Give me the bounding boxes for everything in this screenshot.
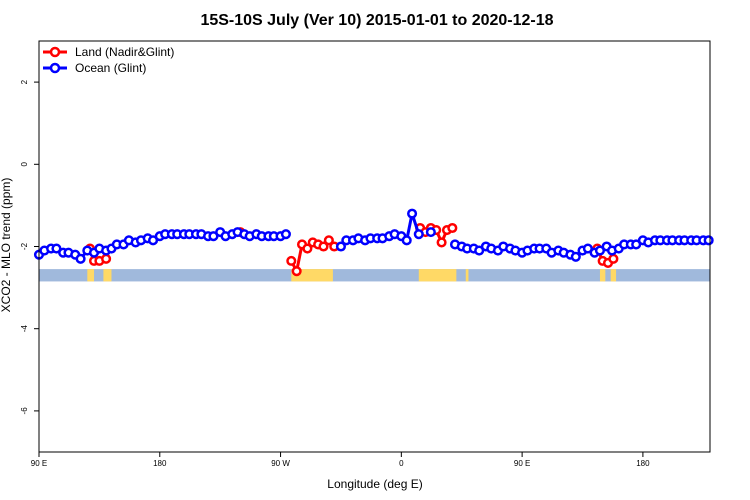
y-tick-label: -6 (20, 407, 29, 415)
series-1-point (703, 235, 714, 246)
series-0-point (436, 237, 447, 248)
band-land-segment (599, 269, 606, 282)
series-0-point (323, 235, 334, 246)
legend-label-land: Land (Nadir&Glint) (75, 45, 174, 59)
plot-area (33, 40, 714, 453)
y-tick-label: -4 (20, 325, 29, 333)
legend: Land (Nadir&Glint) Ocean (Glint) (43, 45, 174, 75)
band-land-segment (291, 269, 333, 282)
x-tick-label: 180 (636, 459, 650, 468)
chart-title: 15S-10S July (Ver 10) 2015-01-01 to 2020… (200, 12, 553, 29)
band-land-segment (103, 269, 112, 282)
band-land-segment (465, 269, 469, 282)
background-band (39, 269, 710, 282)
legend-marker-land (49, 46, 61, 58)
x-tick-label: 0 (399, 459, 404, 468)
y-tick-label: 0 (20, 162, 29, 167)
y-axis-label: XCO2 - MLO trend (ppm) (0, 178, 13, 313)
legend-label-ocean: Ocean (Glint) (75, 61, 146, 75)
series-1-point (570, 251, 581, 262)
series-0-point (291, 266, 302, 277)
series-layer (33, 208, 714, 277)
series-1-point (425, 227, 436, 238)
band-land-segment (418, 269, 457, 282)
y-axis: -6 -4 -2 0 2 (20, 79, 39, 414)
band-ocean (39, 269, 710, 282)
series-1-point (407, 208, 418, 219)
y-tick-label: 2 (20, 79, 29, 84)
x-tick-label: 90 E (31, 459, 47, 468)
x-tick-label: 180 (153, 459, 167, 468)
series-0-point (286, 255, 297, 266)
series-0-point (608, 253, 619, 264)
series-1-point (75, 253, 86, 264)
series-1-point (413, 229, 424, 240)
x-tick-label: 90 W (271, 459, 290, 468)
x-axis-label: Longitude (deg E) (327, 477, 422, 491)
band-land-segment (610, 269, 617, 282)
x-tick-label: 90 E (514, 459, 530, 468)
legend-marker-ocean (49, 62, 61, 74)
band-land-segment (87, 269, 95, 282)
series-0-point (447, 222, 458, 234)
series-0-point (318, 241, 329, 252)
series-0-point (101, 253, 112, 264)
series-0-point (302, 243, 313, 254)
x-axis: 90 E 180 90 W 0 90 E 180 (31, 452, 650, 468)
y-tick-label: -2 (20, 242, 29, 250)
series-1-point (401, 235, 412, 246)
series-1-point (280, 229, 291, 240)
series-1-point (335, 241, 347, 252)
